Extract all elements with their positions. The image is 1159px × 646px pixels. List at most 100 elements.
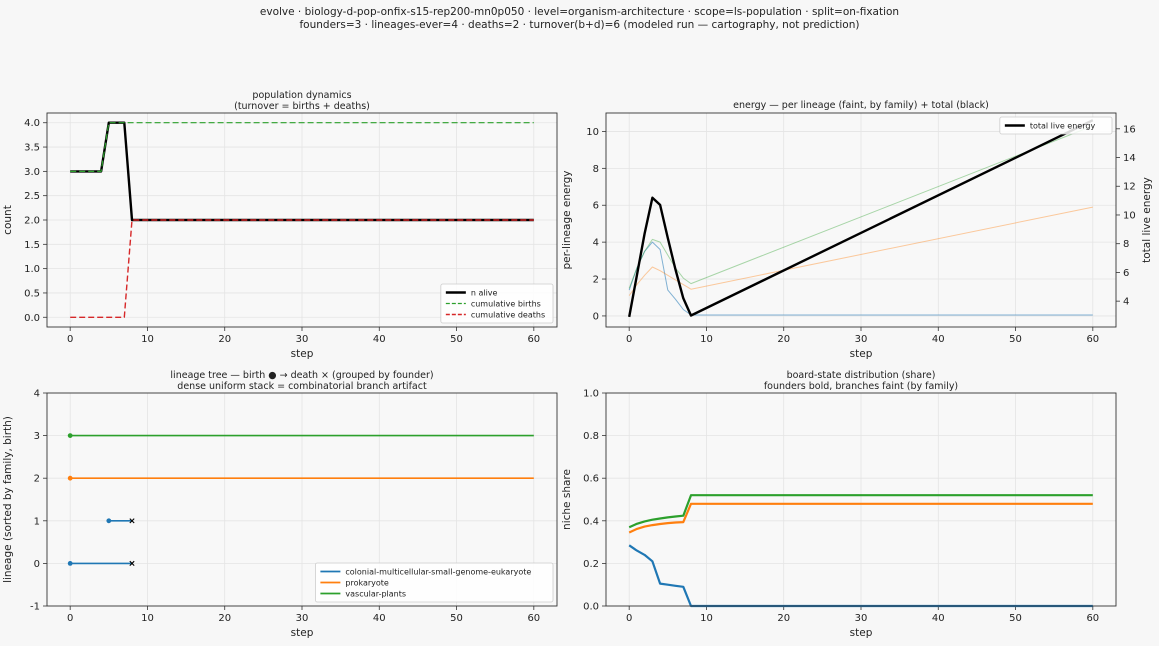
birth-marker xyxy=(67,433,73,438)
legend: total live energy xyxy=(999,116,1113,135)
x-axis-label: step xyxy=(850,348,873,360)
x-tick-label: 50 xyxy=(450,334,463,345)
legend-label: vascular-plants xyxy=(345,589,406,598)
y-tick-label: 0 xyxy=(593,311,599,322)
x-axis-label: step xyxy=(850,627,873,639)
x-tick-label: 10 xyxy=(141,334,154,345)
y-axis-label: niche share xyxy=(561,469,573,530)
legend-label: cumulative deaths xyxy=(471,310,545,319)
y-tick-label: 0.2 xyxy=(583,559,599,570)
legend-box xyxy=(314,562,554,603)
x-tick-label: 60 xyxy=(1086,334,1099,345)
y-tick-label: 0.0 xyxy=(24,313,40,324)
y-right-tick-label: 14 xyxy=(1123,153,1136,164)
birth-marker xyxy=(67,475,73,481)
x-axis-label: step xyxy=(291,348,314,360)
x-tick-label: 60 xyxy=(527,613,540,624)
x-tick-label: 0 xyxy=(67,613,73,624)
legend: colonial-multicellular-small-genome-euka… xyxy=(314,562,554,603)
legend-label: colonial-multicellular-small-genome-euka… xyxy=(345,567,531,576)
plot-frame xyxy=(605,112,1117,328)
y-tick-label: 6 xyxy=(593,201,599,212)
x-tick-label: 20 xyxy=(218,613,231,624)
x-tick-label: 10 xyxy=(700,613,713,624)
chart-subtitle: (turnover = births + deaths) xyxy=(234,101,370,112)
series-line-2 xyxy=(70,219,534,318)
y-tick-label: -1 xyxy=(30,602,40,613)
x-tick-label: 30 xyxy=(855,613,868,624)
x-tick-label: 30 xyxy=(855,334,868,345)
death-marker xyxy=(129,560,135,566)
x-tick-label: 60 xyxy=(527,334,540,345)
y-tick-label: 3.0 xyxy=(24,167,40,178)
y-right-tick-label: 16 xyxy=(1123,124,1136,135)
x-axis-label: step xyxy=(291,627,314,639)
y-tick-label: 1 xyxy=(34,516,40,527)
x-tick-label: 30 xyxy=(296,613,309,624)
chart-subtitle: dense uniform stack = combinatorial bran… xyxy=(177,381,427,392)
x-tick-label: 10 xyxy=(700,334,713,345)
chart-title: lineage tree — birth ● → death × (groupe… xyxy=(170,370,433,381)
series-line-2 xyxy=(628,494,1093,529)
y-tick-label: 0.0 xyxy=(583,602,599,613)
x-tick-label: 40 xyxy=(373,613,386,624)
x-tick-label: 60 xyxy=(1086,613,1099,624)
chart-subtitle: founders bold, branches faint (by family… xyxy=(764,381,958,392)
figure-suptitle: evolve · biology-d-pop-onfix-s15-rep200-… xyxy=(0,6,1159,32)
y-tick-label: 4 xyxy=(34,389,40,400)
y-right-tick-label: 12 xyxy=(1123,182,1136,193)
chart-title: population dynamics xyxy=(252,90,351,101)
y-tick-label: 4.0 xyxy=(24,118,40,129)
birth-marker xyxy=(67,561,73,566)
y-tick-label: 3 xyxy=(34,431,40,442)
y-tick-label: 1.0 xyxy=(583,389,599,400)
y-right-tick-label: 8 xyxy=(1123,239,1129,250)
x-tick-label: 20 xyxy=(777,334,790,345)
chart-share: 0 10 20 30 40 50 60 0.0 0.2 0.4 0.6 0.8 1.0 step niche… xyxy=(561,370,1117,639)
y-axis-label: per-lineage energy xyxy=(561,171,573,270)
y-tick-label: 2 xyxy=(593,275,599,286)
legend-label: cumulative births xyxy=(471,299,541,308)
y-tick-label: 0.5 xyxy=(24,288,40,299)
plot-frame xyxy=(46,112,558,328)
x-tick-label: 0 xyxy=(67,334,73,345)
y-right-tick-label: 6 xyxy=(1123,268,1129,279)
y-tick-label: 0.4 xyxy=(583,516,599,527)
x-tick-label: 10 xyxy=(141,613,154,624)
legend-label: total live energy xyxy=(1030,121,1096,130)
y-axis-label: lineage (sorted by family, birth) xyxy=(2,416,14,583)
x-tick-label: 50 xyxy=(1009,613,1022,624)
chart-population: 0 10 20 30 40 50 60 0.0 0.5 1.0 1.5 2.0 2.5 3.0 3.5 4.0… xyxy=(2,90,558,360)
y-tick-label: 2.5 xyxy=(24,191,40,202)
y-tick-label: 2 xyxy=(34,474,40,485)
y-tick-label: 4 xyxy=(593,238,599,249)
y-tick-label: 0.8 xyxy=(583,431,599,442)
y-tick-label: 0.6 xyxy=(583,474,599,485)
legend-label: prokaryote xyxy=(345,578,389,587)
y-tick-label: 8 xyxy=(593,164,599,175)
y-tick-label: 10 xyxy=(586,127,599,138)
x-tick-label: 30 xyxy=(296,334,309,345)
y-tick-label: 2.0 xyxy=(24,216,40,227)
x-tick-label: 20 xyxy=(777,613,790,624)
chart-energy: 0 10 20 30 40 50 60 0 2 4 6 8 10 4 6 8 10 12 14 16 step per-l… xyxy=(561,100,1153,360)
y-axis-label: count xyxy=(2,205,14,235)
legend: n alive cumulative births cumulative death… xyxy=(440,283,554,324)
chart-title: energy — per lineage (faint, by family) … xyxy=(733,100,989,111)
x-tick-label: 50 xyxy=(450,613,463,624)
y-tick-label: 3.5 xyxy=(24,143,40,154)
suptitle-line-1: evolve · biology-d-pop-onfix-s15-rep200-… xyxy=(259,6,900,18)
x-tick-label: 20 xyxy=(218,334,231,345)
x-tick-label: 40 xyxy=(932,334,945,345)
suptitle-line-2: founders=3 · lineages-ever=4 · deaths=2 … xyxy=(299,19,860,31)
plot-frame xyxy=(46,392,558,607)
legend-box xyxy=(999,116,1113,135)
x-tick-label: 0 xyxy=(626,613,632,624)
y-tick-label: 0 xyxy=(34,559,40,570)
x-tick-label: 40 xyxy=(932,613,945,624)
y-tick-label: 1.0 xyxy=(24,264,40,275)
y-right-axis-label: total live energy xyxy=(1141,177,1153,263)
series-line-1 xyxy=(628,206,1093,296)
chart-tree: 0 10 20 30 40 50 60 -1 0 1 2 3 4 step lineage (sorted … xyxy=(2,370,558,639)
